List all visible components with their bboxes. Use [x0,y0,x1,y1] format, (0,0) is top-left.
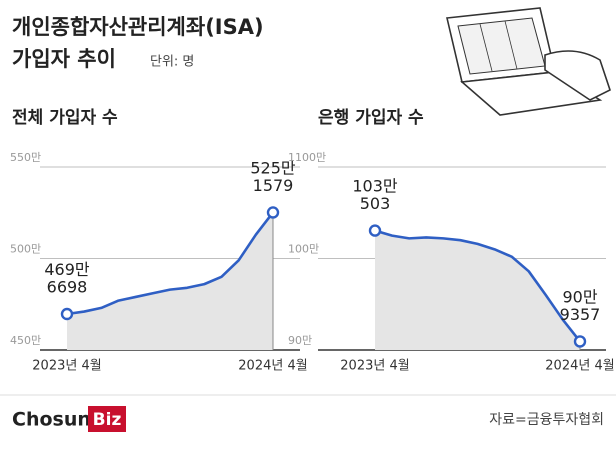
line [66,211,275,316]
logo-accent: Biz [93,410,122,430]
data-label: 90만 9357 [560,287,601,324]
y-tick-label: 450만 [10,334,41,347]
title-line: 가입자 추이 [12,47,116,71]
y-tick-label: 90만 [288,334,312,347]
x-tick-label: 2024년 4월 [238,359,307,374]
data-label: 525만 1579 [250,158,296,195]
point [266,206,280,219]
x-tick-label: 2023년 4월 [340,359,409,374]
x-tick-label: 2024년 4월 [545,359,614,374]
source: 자료=금융투자협회 [489,412,604,428]
logo-box [88,406,126,432]
line [374,229,582,343]
area [67,212,273,350]
y-tick-label: 100만 [288,243,319,256]
data-label: 103만 503 [352,176,398,213]
area [375,230,580,350]
point [573,335,587,348]
y-tick-label: 500만 [10,243,41,256]
y-tick-label: 550만 [10,151,41,164]
y-tick-label: 1100만 [288,151,326,164]
logo: Chosun [12,409,91,431]
chart-title: 전체 가입자 수 [12,108,118,128]
unit-note: 단위: 명 [150,55,194,70]
point [60,307,74,321]
x-tick-label: 2023년 4월 [32,359,101,374]
title-line: 개인종합자산관리계좌(ISA) [12,15,264,39]
point [368,224,382,237]
data-label: 469만 6698 [44,260,90,297]
chart-title: 은행 가입자 수 [318,108,424,128]
laptop-illustration [446,7,611,116]
